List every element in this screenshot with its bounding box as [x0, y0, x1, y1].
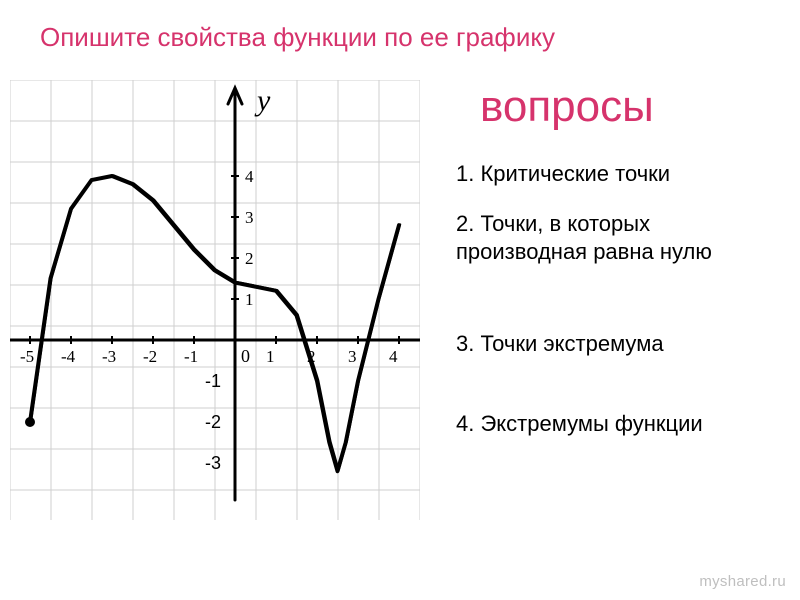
- svg-text:0: 0: [241, 346, 250, 366]
- svg-text:-2: -2: [143, 347, 157, 366]
- svg-text:1: 1: [245, 290, 254, 309]
- question-3: 3. Точки экстремума: [456, 330, 786, 358]
- questions-heading: вопросы: [480, 82, 654, 132]
- svg-text:-5: -5: [20, 347, 34, 366]
- question-2: 2. Точки, в которых производная равна ну…: [456, 210, 786, 265]
- svg-text:y: y: [254, 84, 271, 117]
- svg-text:3: 3: [348, 347, 357, 366]
- svg-text:4: 4: [245, 167, 254, 186]
- question-4: 4. Экстремумы функции: [456, 410, 796, 438]
- svg-text:-1: -1: [184, 347, 198, 366]
- y-neg-label: -1: [205, 371, 221, 392]
- page-title: Опишите свойства функции по ее графику: [40, 22, 555, 53]
- svg-text:2: 2: [245, 249, 254, 268]
- function-graph: y-5-4-3-2-1012344321 -1-2-3: [10, 80, 420, 520]
- svg-text:1: 1: [266, 347, 275, 366]
- svg-text:4: 4: [389, 347, 398, 366]
- y-neg-label: -3: [205, 453, 221, 474]
- svg-text:3: 3: [245, 208, 254, 227]
- y-neg-label: -2: [205, 412, 221, 433]
- svg-text:-4: -4: [61, 347, 76, 366]
- watermark: myshared.ru: [699, 573, 786, 590]
- svg-text:-3: -3: [102, 347, 116, 366]
- question-1: 1. Критические точки: [456, 160, 786, 188]
